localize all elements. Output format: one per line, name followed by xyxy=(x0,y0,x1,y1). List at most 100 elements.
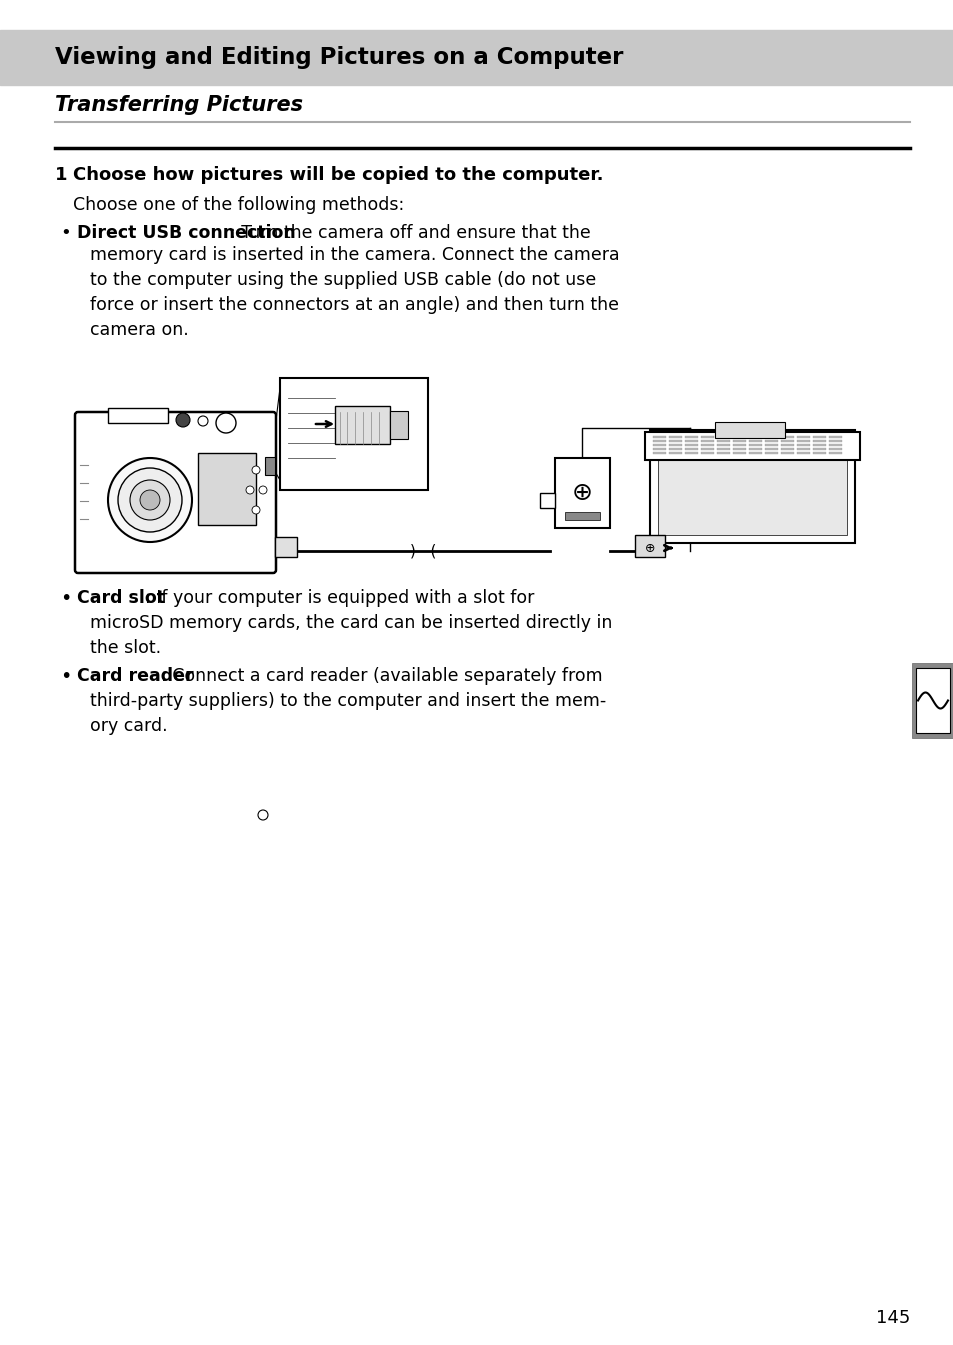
Bar xyxy=(796,436,809,438)
Bar xyxy=(911,663,953,738)
Bar xyxy=(390,412,408,438)
Bar xyxy=(781,452,793,455)
Bar xyxy=(717,436,729,438)
Bar xyxy=(564,512,599,521)
Text: ory card.: ory card. xyxy=(90,717,168,734)
Text: )   (: ) ( xyxy=(410,543,436,558)
Bar xyxy=(828,452,841,455)
Bar xyxy=(764,448,778,451)
Text: 145: 145 xyxy=(875,1309,909,1328)
Text: : Connect a card reader (available separately from: : Connect a card reader (available separ… xyxy=(161,667,602,685)
Bar xyxy=(644,432,859,460)
Bar xyxy=(748,440,761,443)
Text: Direct USB connection: Direct USB connection xyxy=(77,225,295,242)
Bar xyxy=(714,422,784,438)
Bar xyxy=(700,436,713,438)
Text: •: • xyxy=(60,589,71,608)
Bar xyxy=(265,457,274,475)
Circle shape xyxy=(118,468,182,533)
Bar xyxy=(668,444,681,447)
Bar xyxy=(732,444,745,447)
Text: Transferring Pictures: Transferring Pictures xyxy=(55,95,303,116)
Bar xyxy=(649,430,854,543)
Bar xyxy=(700,448,713,451)
Text: the slot.: the slot. xyxy=(90,639,161,656)
Bar xyxy=(717,444,729,447)
Bar xyxy=(732,452,745,455)
Bar xyxy=(812,436,825,438)
Bar xyxy=(198,453,255,525)
Bar xyxy=(812,452,825,455)
Bar xyxy=(668,452,681,455)
Bar xyxy=(748,452,761,455)
Bar xyxy=(108,408,168,422)
Circle shape xyxy=(198,416,208,426)
Bar xyxy=(700,444,713,447)
FancyBboxPatch shape xyxy=(75,412,275,573)
Bar xyxy=(652,440,665,443)
Bar xyxy=(748,436,761,438)
Text: Choose one of the following methods:: Choose one of the following methods: xyxy=(73,196,404,214)
Text: : If your computer is equipped with a slot for: : If your computer is equipped with a sl… xyxy=(145,589,534,607)
Circle shape xyxy=(215,413,235,433)
Bar xyxy=(812,448,825,451)
Bar xyxy=(732,440,745,443)
Circle shape xyxy=(252,465,260,473)
Circle shape xyxy=(246,486,253,494)
Circle shape xyxy=(252,506,260,514)
Bar xyxy=(748,444,761,447)
Bar xyxy=(781,444,793,447)
Bar xyxy=(700,452,713,455)
Text: to the computer using the supplied USB cable (do not use: to the computer using the supplied USB c… xyxy=(90,270,596,289)
Bar xyxy=(635,535,664,557)
Text: : Turn the camera off and ensure that the: : Turn the camera off and ensure that th… xyxy=(230,225,590,242)
Text: microSD memory cards, the card can be inserted directly in: microSD memory cards, the card can be in… xyxy=(90,615,612,632)
Bar xyxy=(652,444,665,447)
Bar xyxy=(539,494,555,508)
Circle shape xyxy=(257,810,268,820)
Bar xyxy=(732,436,745,438)
Circle shape xyxy=(175,413,190,426)
Bar xyxy=(652,448,665,451)
Bar xyxy=(796,440,809,443)
Bar xyxy=(732,448,745,451)
Bar xyxy=(668,440,681,443)
Bar xyxy=(335,406,390,444)
Circle shape xyxy=(108,459,192,542)
Bar xyxy=(781,436,793,438)
Bar xyxy=(764,452,778,455)
Bar xyxy=(652,452,665,455)
Text: •: • xyxy=(60,225,71,242)
Text: force or insert the connectors at an angle) and then turn the: force or insert the connectors at an ang… xyxy=(90,296,618,313)
Bar xyxy=(717,440,729,443)
Bar xyxy=(828,436,841,438)
Bar xyxy=(796,452,809,455)
Circle shape xyxy=(258,486,267,494)
Bar xyxy=(0,30,953,85)
Bar xyxy=(781,440,793,443)
Bar xyxy=(684,448,698,451)
Bar xyxy=(652,436,665,438)
Text: ⊕: ⊕ xyxy=(644,542,655,554)
Text: Choose how pictures will be copied to the computer.: Choose how pictures will be copied to th… xyxy=(73,165,603,184)
Bar xyxy=(717,448,729,451)
Bar xyxy=(684,444,698,447)
Text: third-party suppliers) to the computer and insert the mem-: third-party suppliers) to the computer a… xyxy=(90,691,605,710)
Bar xyxy=(812,444,825,447)
Bar xyxy=(280,378,428,490)
Bar xyxy=(764,440,778,443)
Bar xyxy=(828,440,841,443)
Text: Viewing and Editing Pictures on a Computer: Viewing and Editing Pictures on a Comput… xyxy=(55,46,622,69)
Bar xyxy=(796,444,809,447)
Text: •: • xyxy=(60,667,71,686)
Bar xyxy=(555,459,609,529)
Bar xyxy=(812,440,825,443)
Bar xyxy=(764,436,778,438)
Bar xyxy=(796,448,809,451)
Text: Card reader: Card reader xyxy=(77,667,193,685)
Bar xyxy=(684,452,698,455)
Bar xyxy=(668,436,681,438)
Bar xyxy=(684,436,698,438)
Bar xyxy=(684,440,698,443)
Bar xyxy=(764,444,778,447)
